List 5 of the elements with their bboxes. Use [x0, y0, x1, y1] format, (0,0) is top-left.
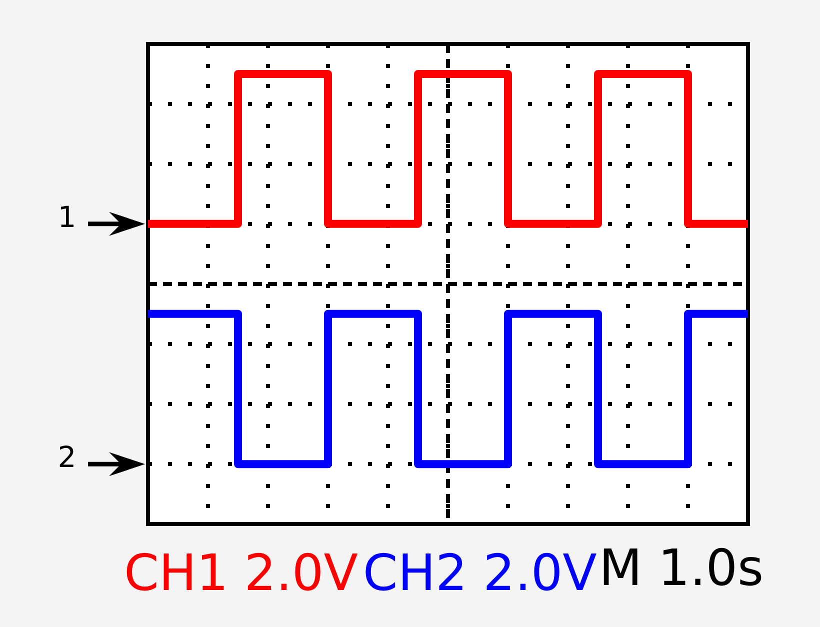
text: 1 — [58, 200, 76, 234]
text: CH1 2.0V — [124, 544, 358, 602]
series-label: CH2 2.0V — [362, 544, 597, 602]
text: 2 — [58, 440, 76, 474]
text: M 1.0s — [599, 539, 764, 597]
